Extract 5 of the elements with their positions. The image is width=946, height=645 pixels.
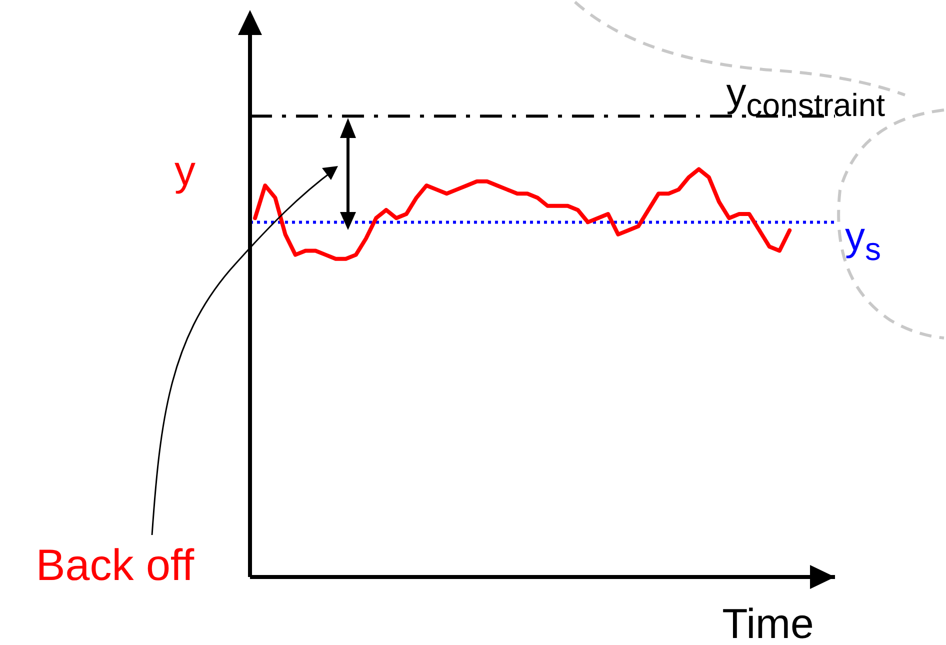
y-axis-title: y xyxy=(174,147,196,194)
ref-line-label: y$_{s}$ xyxy=(845,215,881,267)
text: Back off xyxy=(36,541,195,590)
ref-line-label: y$_{constraint}$ xyxy=(726,71,886,123)
x-axis-title: Time xyxy=(722,600,814,645)
